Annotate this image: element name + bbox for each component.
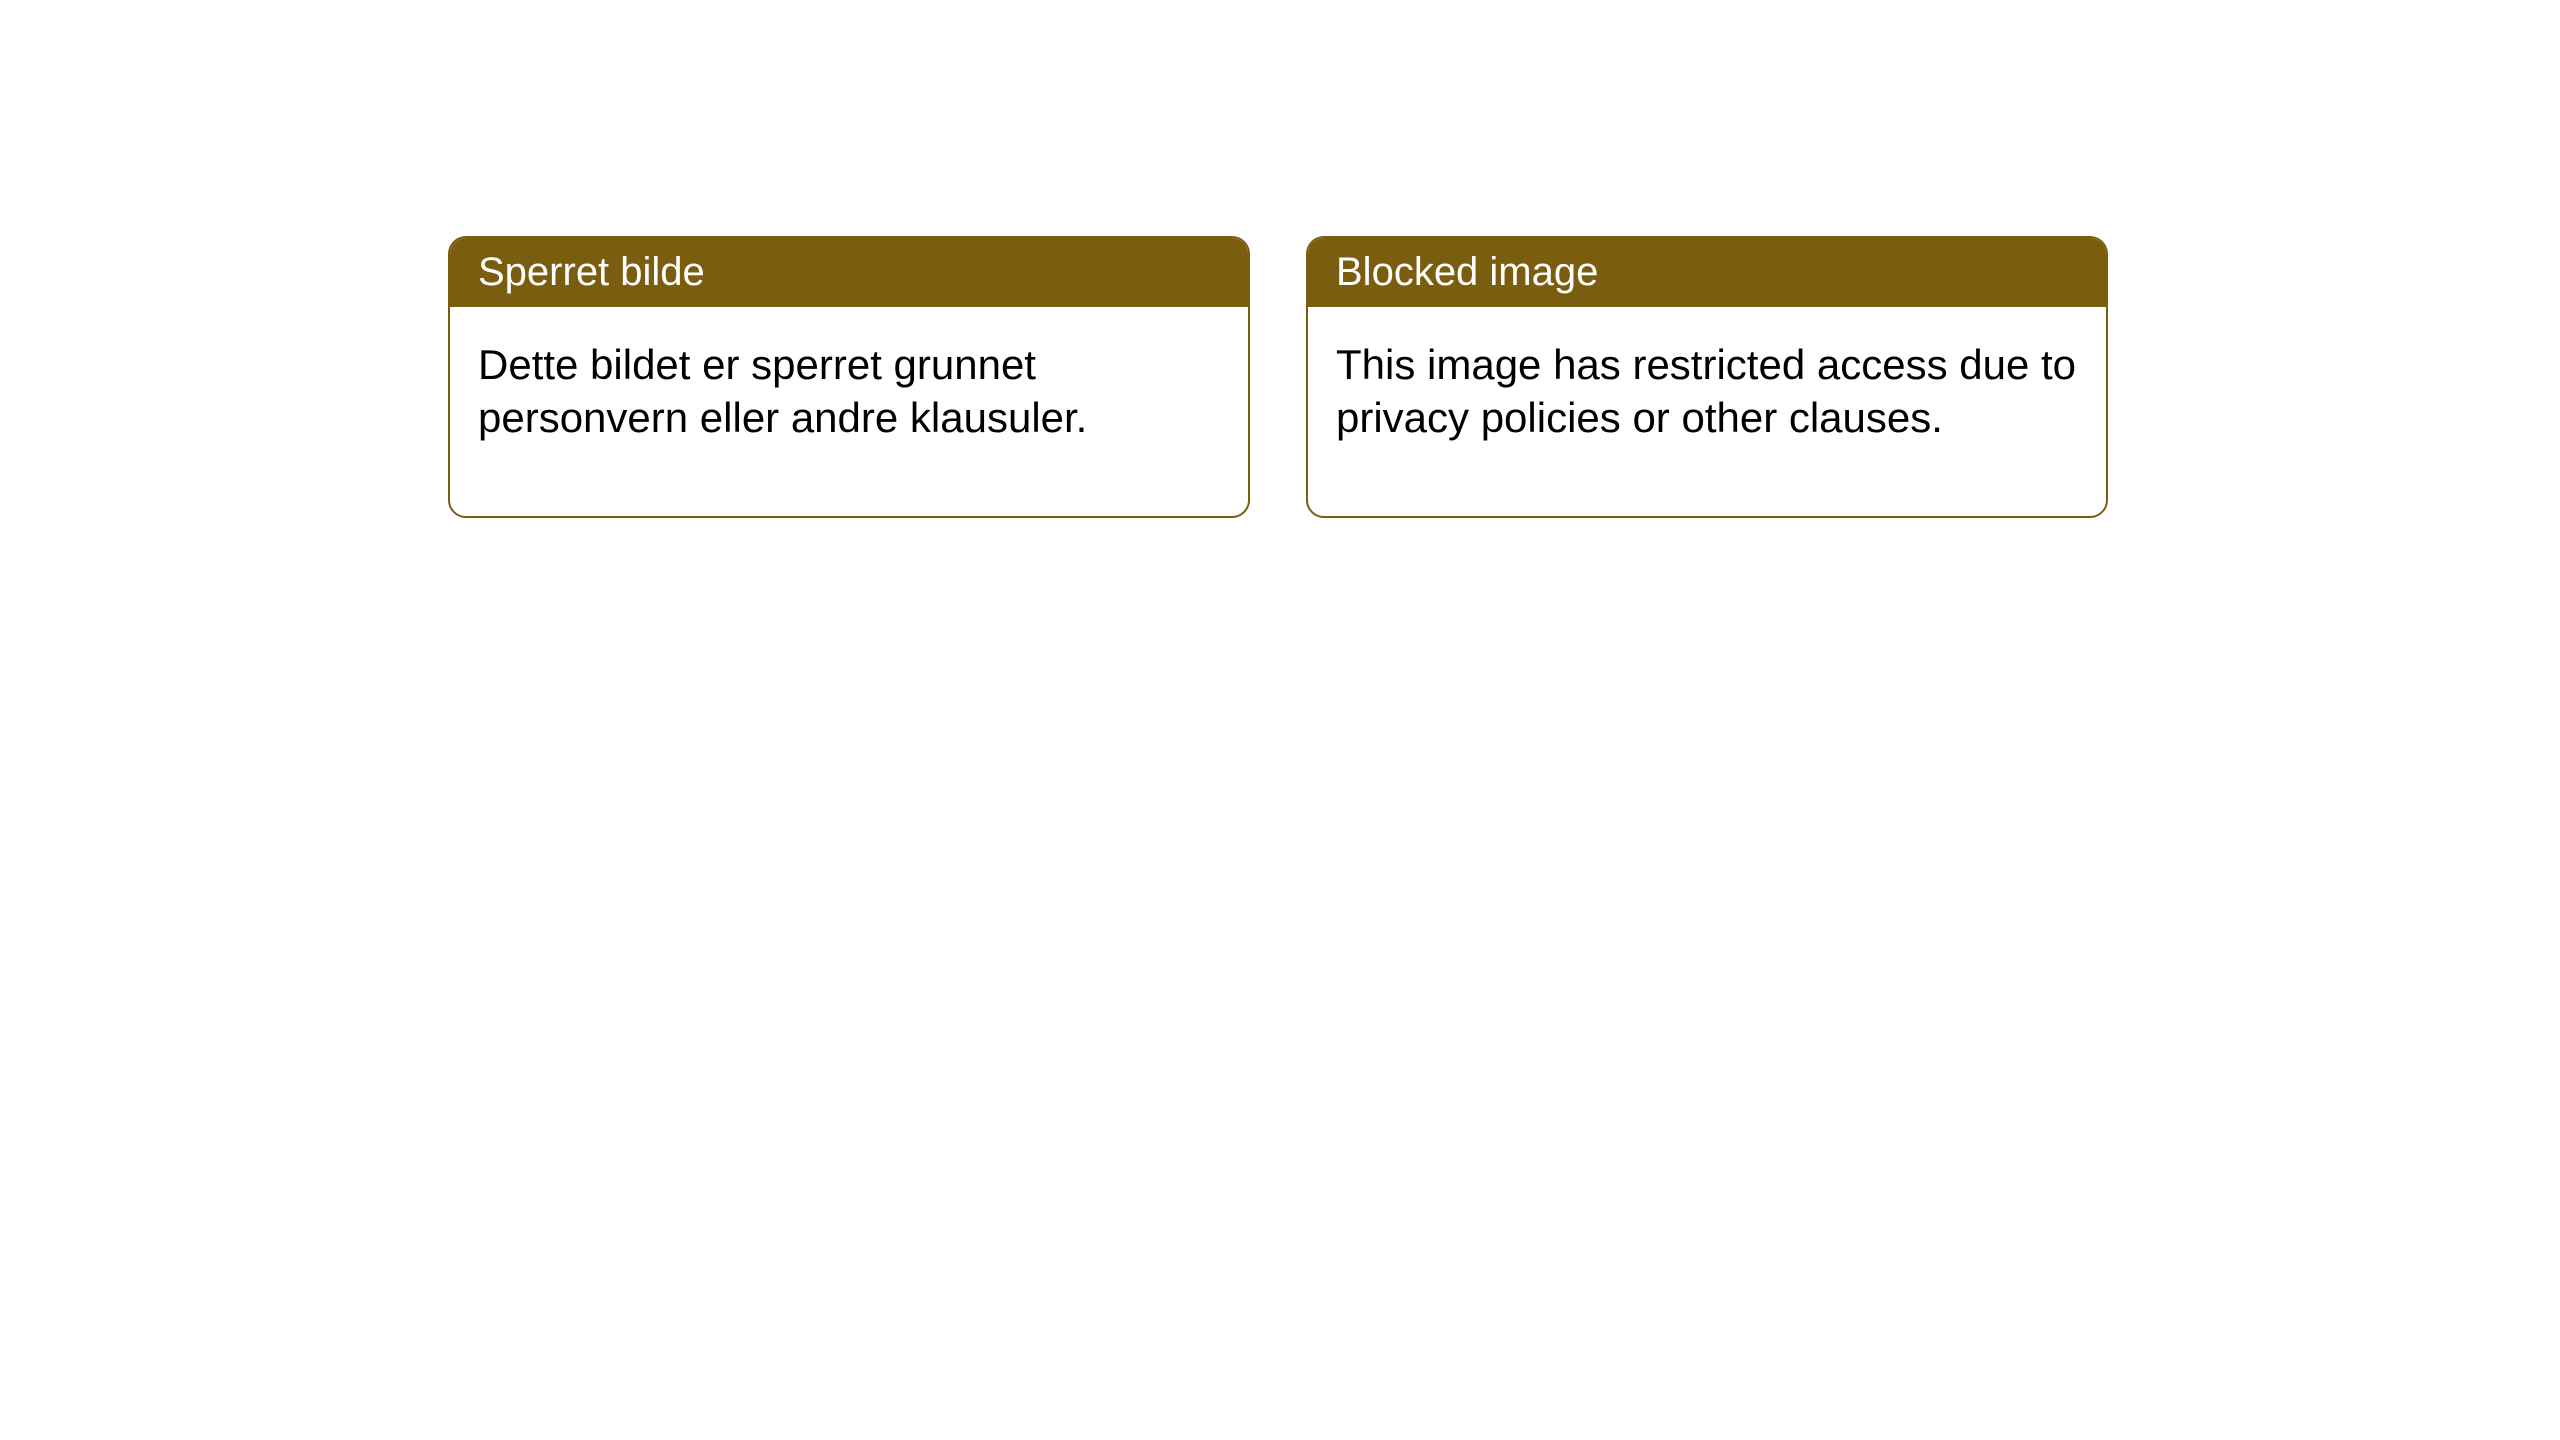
notice-card-norwegian: Sperret bilde Dette bildet er sperret gr… (448, 236, 1250, 518)
notice-header-english: Blocked image (1308, 238, 2106, 307)
notice-body-english: This image has restricted access due to … (1308, 307, 2106, 516)
notice-body-norwegian: Dette bildet er sperret grunnet personve… (450, 307, 1248, 516)
notice-container: Sperret bilde Dette bildet er sperret gr… (448, 236, 2108, 518)
notice-header-norwegian: Sperret bilde (450, 238, 1248, 307)
notice-card-english: Blocked image This image has restricted … (1306, 236, 2108, 518)
